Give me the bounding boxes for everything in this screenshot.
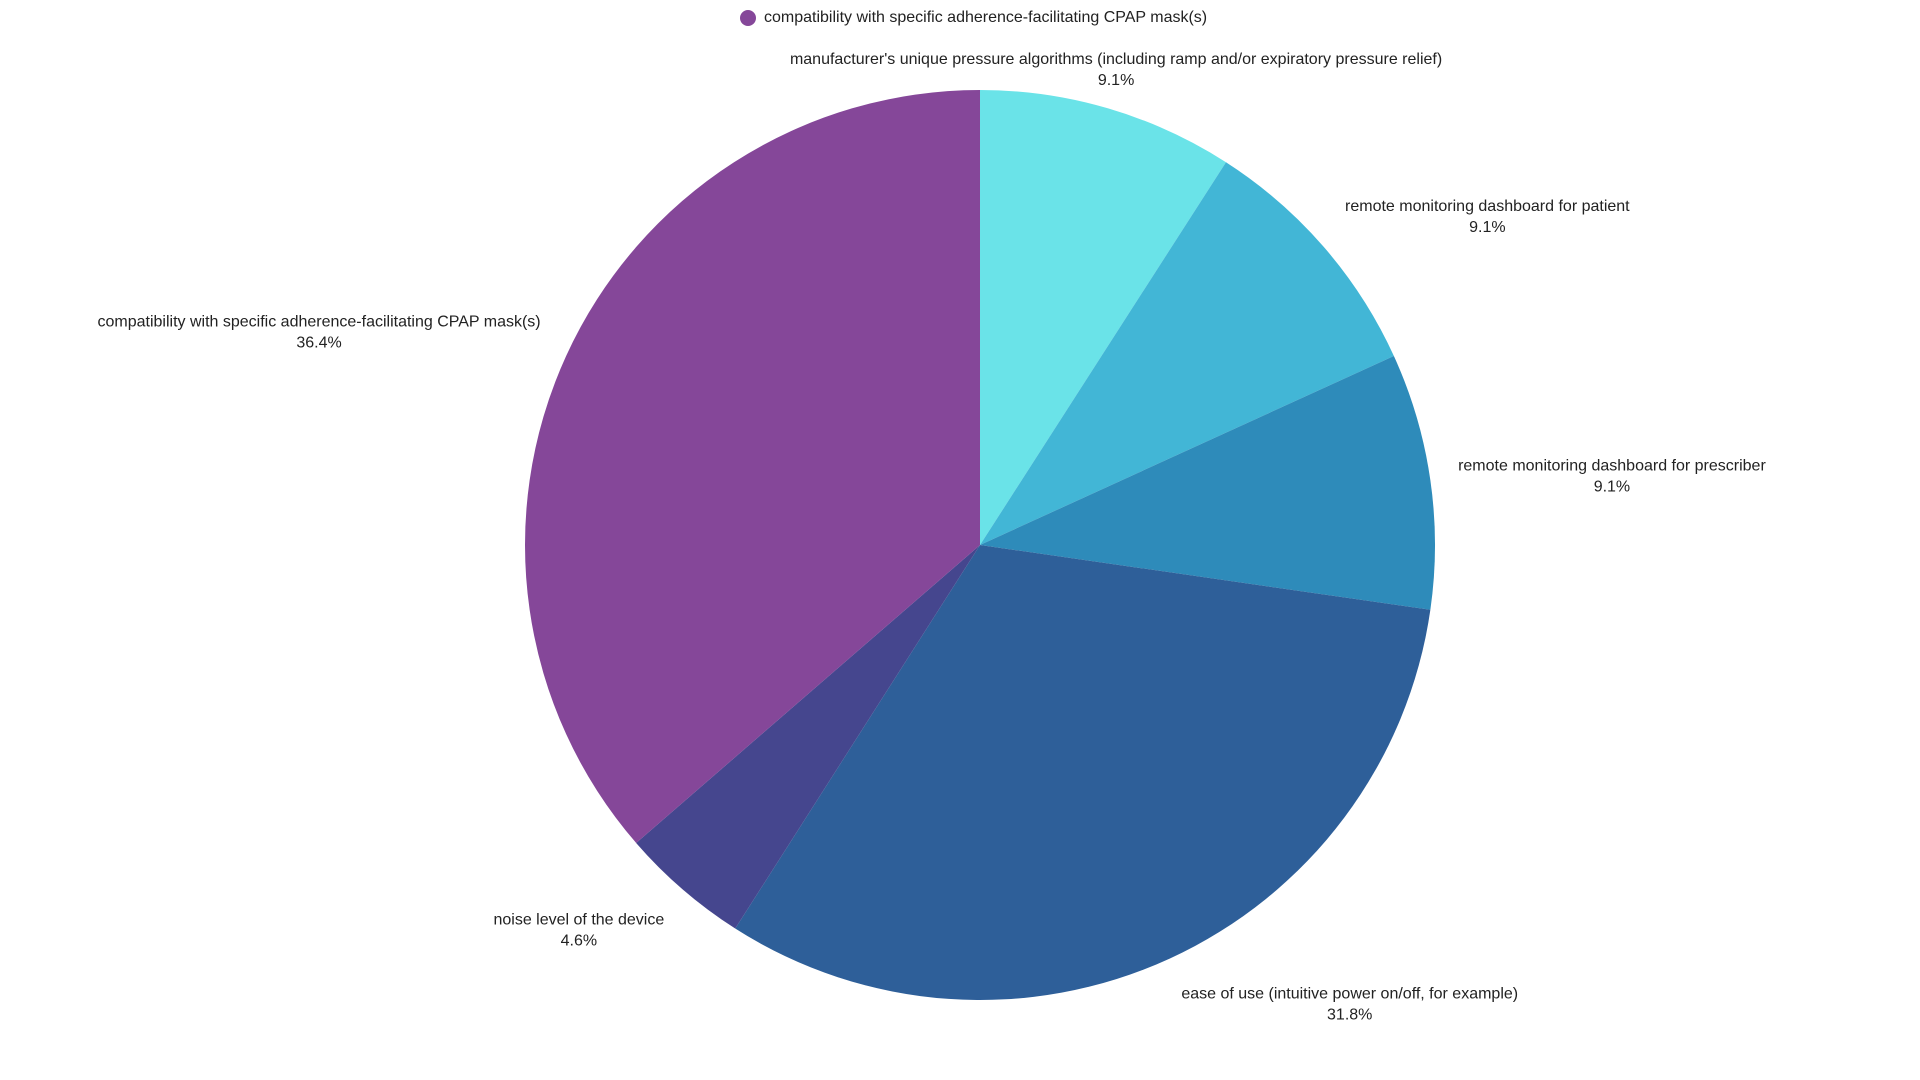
legend-label: compatibility with specific adherence-fa…: [764, 9, 1207, 26]
slice-label: remote monitoring dashboard for prescrib…: [1458, 457, 1766, 495]
slice-label: remote monitoring dashboard for patient 9…: [1345, 198, 1630, 236]
pie-slice: [636, 545, 980, 929]
slice-category: manufacturer's unique pressure algorithm…: [790, 51, 1442, 68]
slice-label: manufacturer's unique pressure algorithm…: [790, 51, 1442, 89]
slice-label: ease of use (intuitive power on/off, for…: [1181, 985, 1518, 1023]
legend: compatibility with specific adherence-fa…: [740, 9, 1207, 26]
pie-slice: [735, 545, 1431, 1001]
pie-slice: [525, 90, 980, 843]
slice-value: 9.1%: [1469, 219, 1505, 236]
pie-slice: [980, 162, 1394, 545]
pie-slice: [980, 355, 1435, 610]
slice-label: noise level of the device 4.6%: [493, 912, 664, 950]
slice-category: remote monitoring dashboard for prescrib…: [1458, 457, 1766, 474]
slice-category: remote monitoring dashboard for patient: [1345, 198, 1630, 215]
slice-value: 36.4%: [296, 335, 341, 352]
slice-label: compatibility with specific adherence-fa…: [98, 314, 541, 352]
slice-value: 9.1%: [1594, 478, 1630, 495]
pie-slice: [980, 90, 1226, 545]
slice-value: 4.6%: [561, 933, 597, 950]
slice-category: ease of use (intuitive power on/off, for…: [1181, 985, 1518, 1002]
slice-value: 31.8%: [1327, 1006, 1372, 1023]
slice-category: noise level of the device: [493, 912, 664, 929]
slice-category: compatibility with specific adherence-fa…: [98, 314, 541, 331]
legend-swatch: [740, 10, 756, 26]
slice-value: 9.1%: [1098, 72, 1134, 89]
